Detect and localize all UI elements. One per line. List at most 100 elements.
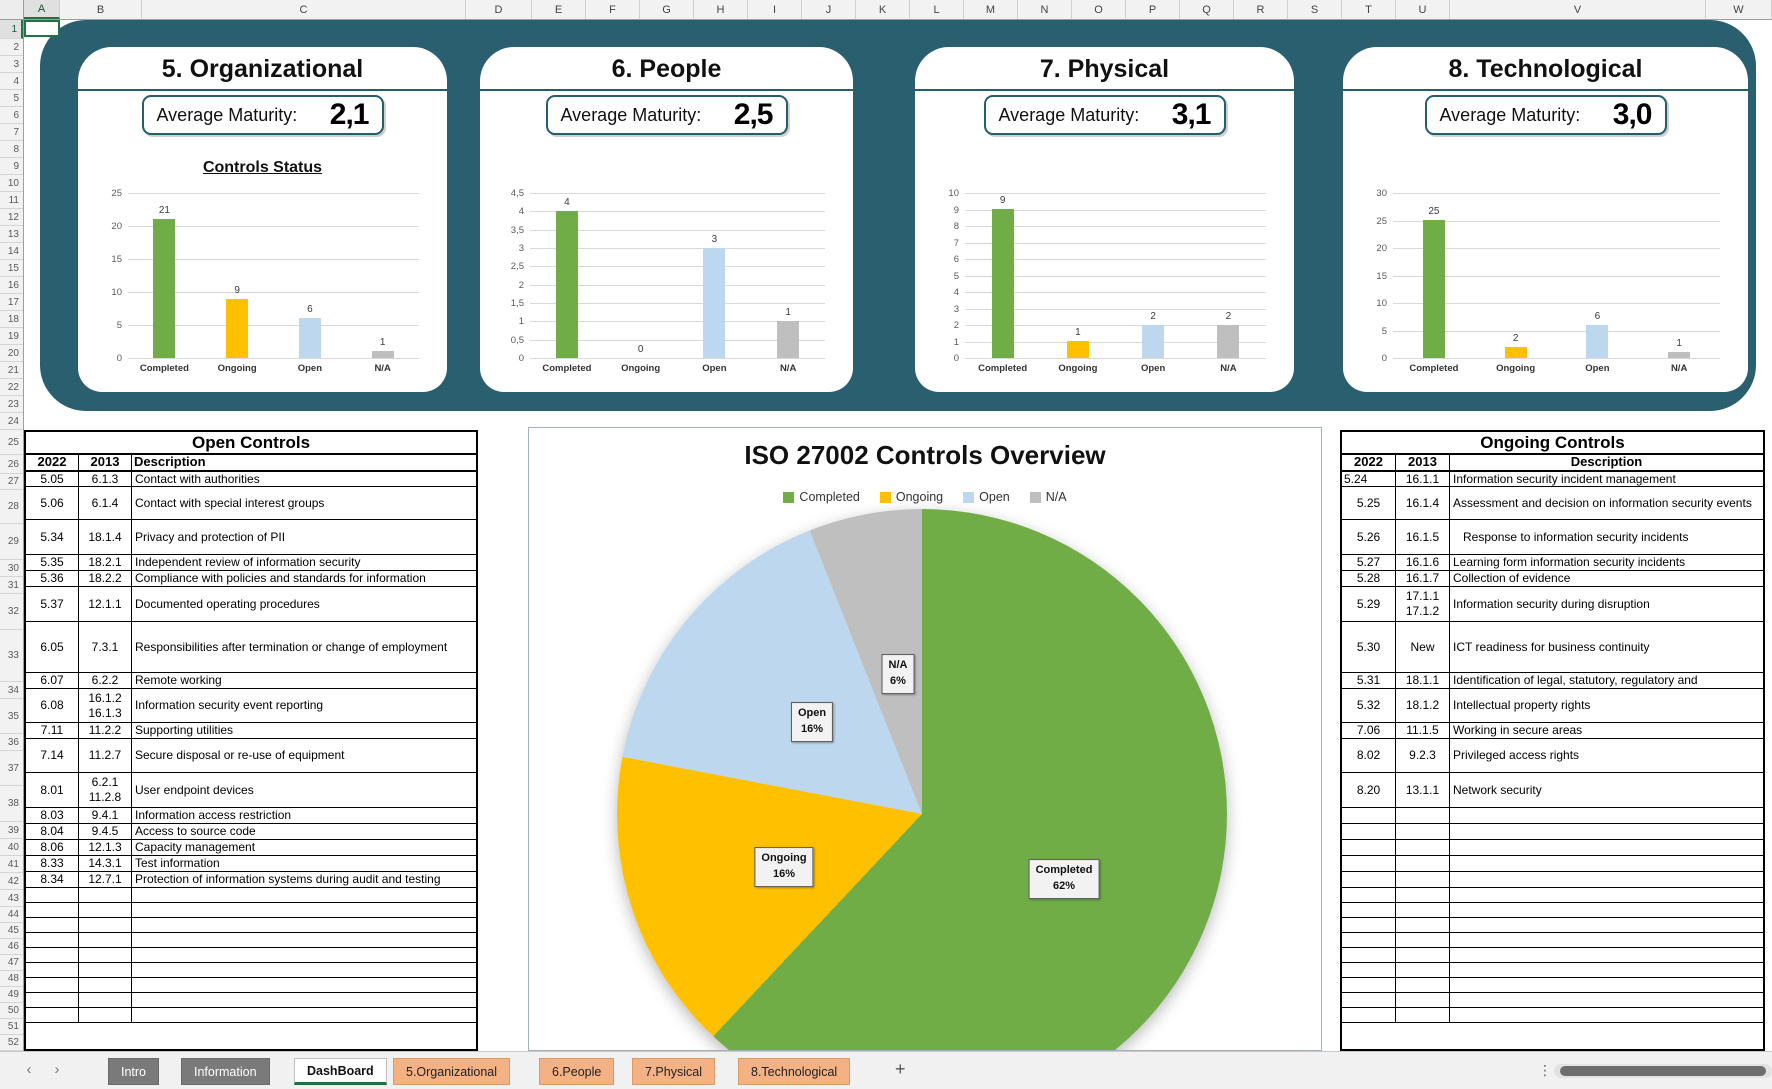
table-cell[interactable]: Information security event reporting	[135, 698, 324, 712]
column-header-description[interactable]: Description	[134, 454, 206, 470]
table-cell[interactable]: 18.1.2	[1396, 689, 1450, 722]
table-cell[interactable]: Working in secure areas	[1453, 723, 1583, 737]
row-header-48[interactable]: 48	[0, 971, 23, 987]
row-header-18[interactable]: 18	[0, 311, 23, 328]
table-cell[interactable]: Remote working	[135, 673, 222, 687]
table-cell[interactable]	[1342, 840, 1396, 855]
table-cell[interactable]: 11.2.2	[79, 723, 132, 738]
bar-chart[interactable]	[530, 193, 825, 359]
row-header-6[interactable]: 6	[0, 107, 23, 124]
table-cell[interactable]: Contact with special interest groups	[135, 495, 325, 510]
table-cell[interactable]: 16.1.1	[1396, 472, 1450, 486]
row-header-12[interactable]: 12	[0, 209, 23, 226]
table-cell[interactable]	[132, 918, 476, 932]
table-cell[interactable]	[1342, 1008, 1396, 1022]
table-cell[interactable]: 5.32	[1342, 689, 1396, 722]
sheet-tab-information[interactable]: Information	[181, 1058, 270, 1085]
table-cell[interactable]	[1450, 948, 1763, 962]
table-cell[interactable]	[1396, 903, 1450, 917]
table-cell[interactable]	[132, 888, 476, 902]
table-cell[interactable]: 9.2.3	[1396, 739, 1450, 772]
table-cell[interactable]: Test information	[135, 856, 220, 870]
row-header-9[interactable]: 9	[0, 158, 23, 175]
column-header-2013[interactable]: 2013	[79, 454, 132, 470]
table-cell[interactable]	[1396, 856, 1450, 871]
table-cell[interactable]: Information access restriction	[135, 808, 292, 822]
table-cell[interactable]: 13.1.1	[1396, 773, 1450, 807]
bar-chart[interactable]	[965, 193, 1266, 359]
row-header-24[interactable]: 24	[0, 413, 23, 430]
table-cell[interactable]	[26, 963, 79, 977]
bar-chart[interactable]	[128, 193, 419, 359]
table-cell[interactable]: 8.03	[26, 808, 79, 823]
table-cell[interactable]: 16.1.2 16.1.3	[79, 689, 132, 722]
table-cell[interactable]: Learning form information security incid…	[1453, 555, 1686, 569]
table-cell[interactable]: Protection of information systems during…	[135, 872, 441, 886]
table-cell[interactable]: 5.06	[26, 487, 79, 519]
table-cell[interactable]	[1342, 978, 1396, 992]
row-header-10[interactable]: 10	[0, 175, 23, 192]
bar-chart[interactable]	[1393, 193, 1720, 359]
column-header-2013[interactable]: 2013	[1396, 454, 1450, 470]
table-cell[interactable]: 5.36	[26, 571, 79, 586]
table-cell[interactable]	[132, 948, 476, 962]
table-cell[interactable]: Network security	[1453, 782, 1542, 797]
table-cell[interactable]: Secure disposal or re-use of equipment	[135, 748, 345, 762]
table-cell[interactable]: Supporting utilities	[135, 723, 234, 737]
table-cell[interactable]: 6.2.1 11.2.8	[79, 773, 132, 807]
column-header-R[interactable]: R	[1234, 0, 1288, 19]
add-sheet-icon[interactable]: +	[895, 1059, 906, 1079]
table-cell[interactable]: Intellectual property rights	[1453, 698, 1591, 712]
table-cell[interactable]: ICT readiness for business continuity	[1453, 639, 1650, 654]
table-cell[interactable]: 16.1.5	[1396, 520, 1450, 554]
row-header-27[interactable]: 27	[0, 474, 23, 490]
table-cell[interactable]	[1450, 993, 1763, 1007]
table-cell[interactable]	[1450, 824, 1763, 839]
table-cell[interactable]	[132, 993, 476, 1007]
sheet-tab-intro[interactable]: Intro	[108, 1058, 160, 1085]
row-header-35[interactable]: 35	[0, 699, 23, 734]
table-cell[interactable]	[132, 1008, 476, 1022]
row-header-1[interactable]: 1	[0, 20, 23, 39]
table-cell[interactable]: 8.06	[26, 840, 79, 855]
table-cell[interactable]: Documented operating procedures	[135, 596, 320, 611]
column-header-2022[interactable]: 2022	[1342, 454, 1396, 470]
table-cell[interactable]	[1396, 888, 1450, 902]
prev-sheet-icon[interactable]: ‹	[26, 1061, 32, 1078]
table-cell[interactable]	[1396, 840, 1450, 855]
table-cell[interactable]	[1396, 933, 1450, 947]
table-cell[interactable]: 5.35	[26, 555, 79, 570]
table-cell[interactable]: 6.08	[26, 689, 79, 722]
table-cell[interactable]	[26, 933, 79, 947]
column-header-G[interactable]: G	[640, 0, 694, 19]
table-cell[interactable]: 9.4.5	[79, 824, 132, 839]
table-cell[interactable]	[1396, 978, 1450, 992]
table-cell[interactable]: 5.27	[1342, 555, 1396, 570]
table-cell[interactable]	[1450, 856, 1763, 871]
table-cell[interactable]: 16.1.6	[1396, 555, 1450, 570]
row-header-33[interactable]: 33	[0, 630, 23, 682]
select-all-corner[interactable]	[0, 0, 24, 19]
table-cell[interactable]: 5.34	[26, 520, 79, 554]
row-header-49[interactable]: 49	[0, 987, 23, 1003]
row-header-44[interactable]: 44	[0, 907, 23, 923]
table-cell[interactable]	[132, 933, 476, 947]
table-cell[interactable]	[1450, 840, 1763, 855]
table-cell[interactable]: Capacity management	[135, 840, 256, 854]
row-header-23[interactable]: 23	[0, 396, 23, 413]
column-header-P[interactable]: P	[1126, 0, 1180, 19]
table-cell[interactable]: 7.06	[1342, 723, 1396, 738]
next-sheet-icon[interactable]: ›	[54, 1061, 60, 1078]
table-cell[interactable]	[79, 918, 132, 932]
table-cell[interactable]	[79, 903, 132, 917]
table-cell[interactable]: 18.2.1	[79, 555, 132, 570]
table-cell[interactable]	[132, 903, 476, 917]
table-cell[interactable]: Assessment and decision on information s…	[1453, 495, 1752, 510]
sheet-tab-8-technological[interactable]: 8.Technological	[738, 1058, 851, 1085]
column-header-O[interactable]: O	[1072, 0, 1126, 19]
table-cell[interactable]: 5.26	[1342, 520, 1396, 554]
column-header-J[interactable]: J	[802, 0, 856, 19]
table-cell[interactable]	[26, 1008, 79, 1022]
table-cell[interactable]: 11.2.7	[79, 739, 132, 772]
column-header-T[interactable]: T	[1342, 0, 1396, 19]
